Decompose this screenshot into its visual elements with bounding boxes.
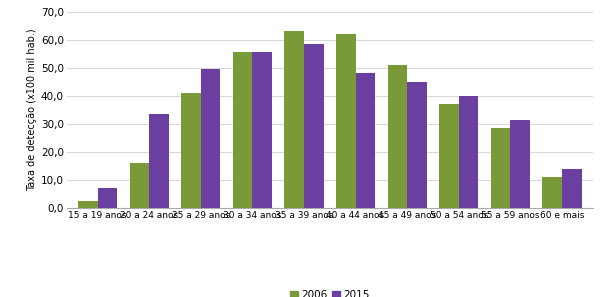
Bar: [336, 34, 356, 208]
Bar: [542, 177, 562, 208]
Bar: [78, 201, 97, 208]
Bar: [284, 31, 304, 208]
Bar: [97, 188, 117, 208]
Bar: [252, 53, 272, 208]
Bar: [233, 53, 252, 208]
Bar: [491, 128, 511, 208]
Bar: [129, 163, 149, 208]
Bar: [356, 73, 375, 208]
Bar: [181, 93, 201, 208]
Bar: [459, 96, 479, 208]
Bar: [201, 69, 220, 208]
Bar: [562, 169, 581, 208]
Y-axis label: Taxa de detecção (x100 mil hab.): Taxa de detecção (x100 mil hab.): [27, 29, 37, 191]
Bar: [511, 120, 530, 208]
Bar: [388, 65, 407, 208]
Bar: [407, 82, 427, 208]
Bar: [149, 114, 169, 208]
Legend: 2006, 2015: 2006, 2015: [286, 286, 374, 297]
Bar: [439, 104, 459, 208]
Bar: [304, 44, 324, 208]
